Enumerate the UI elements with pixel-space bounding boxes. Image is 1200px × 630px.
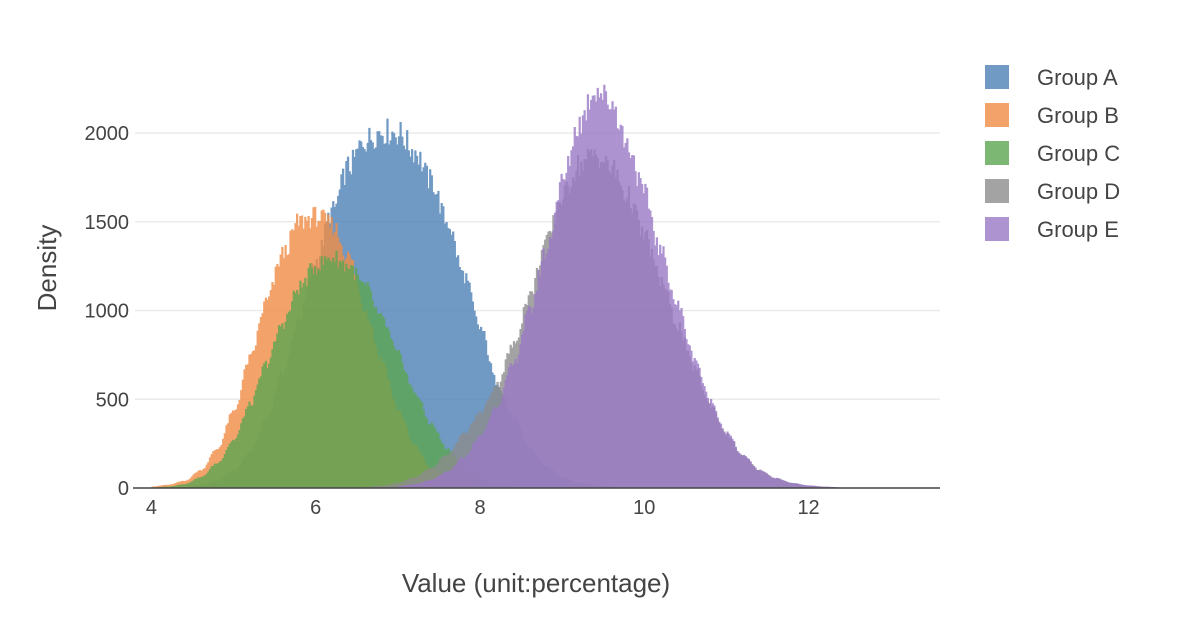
histogram-series-3 <box>151 250 516 488</box>
y-tick-label: 1500 <box>85 212 130 234</box>
y-tick-label: 500 <box>96 389 129 411</box>
legend-label[interactable]: Group D <box>1037 179 1120 204</box>
histogram-bars <box>151 250 516 488</box>
legend-label[interactable]: Group C <box>1037 141 1120 166</box>
x-tick-label: 4 <box>146 497 157 519</box>
legend-label[interactable]: Group A <box>1037 65 1118 90</box>
y-tick-label: 1000 <box>85 301 130 323</box>
legend-swatch[interactable] <box>985 217 1009 241</box>
series-layer <box>151 84 908 488</box>
x-tick-label: 6 <box>310 497 321 519</box>
x-tick-label: 12 <box>797 497 819 519</box>
y-tick-label: 0 <box>118 478 129 500</box>
axis-layer: 0 500 1000 1500 2000 4 6 8 10 12 <box>85 123 940 519</box>
legend-swatch[interactable] <box>985 103 1009 127</box>
legend-swatch[interactable] <box>985 141 1009 165</box>
legend-swatch[interactable] <box>985 179 1009 203</box>
x-tick-label: 10 <box>633 497 655 519</box>
legend-swatch[interactable] <box>985 65 1009 89</box>
histogram-bars <box>397 84 908 488</box>
legend-label[interactable]: Group B <box>1037 103 1119 128</box>
legend-label[interactable]: Group E <box>1037 217 1119 242</box>
x-tick-label: 8 <box>474 497 485 519</box>
x-axis-title: Value (unit:percentage) <box>402 568 670 598</box>
histogram-series-5 <box>397 84 908 488</box>
y-tick-label: 2000 <box>85 123 130 145</box>
y-axis-title: Density <box>32 225 62 312</box>
legend: Group A Group B Group C Group D Group E <box>985 65 1120 242</box>
